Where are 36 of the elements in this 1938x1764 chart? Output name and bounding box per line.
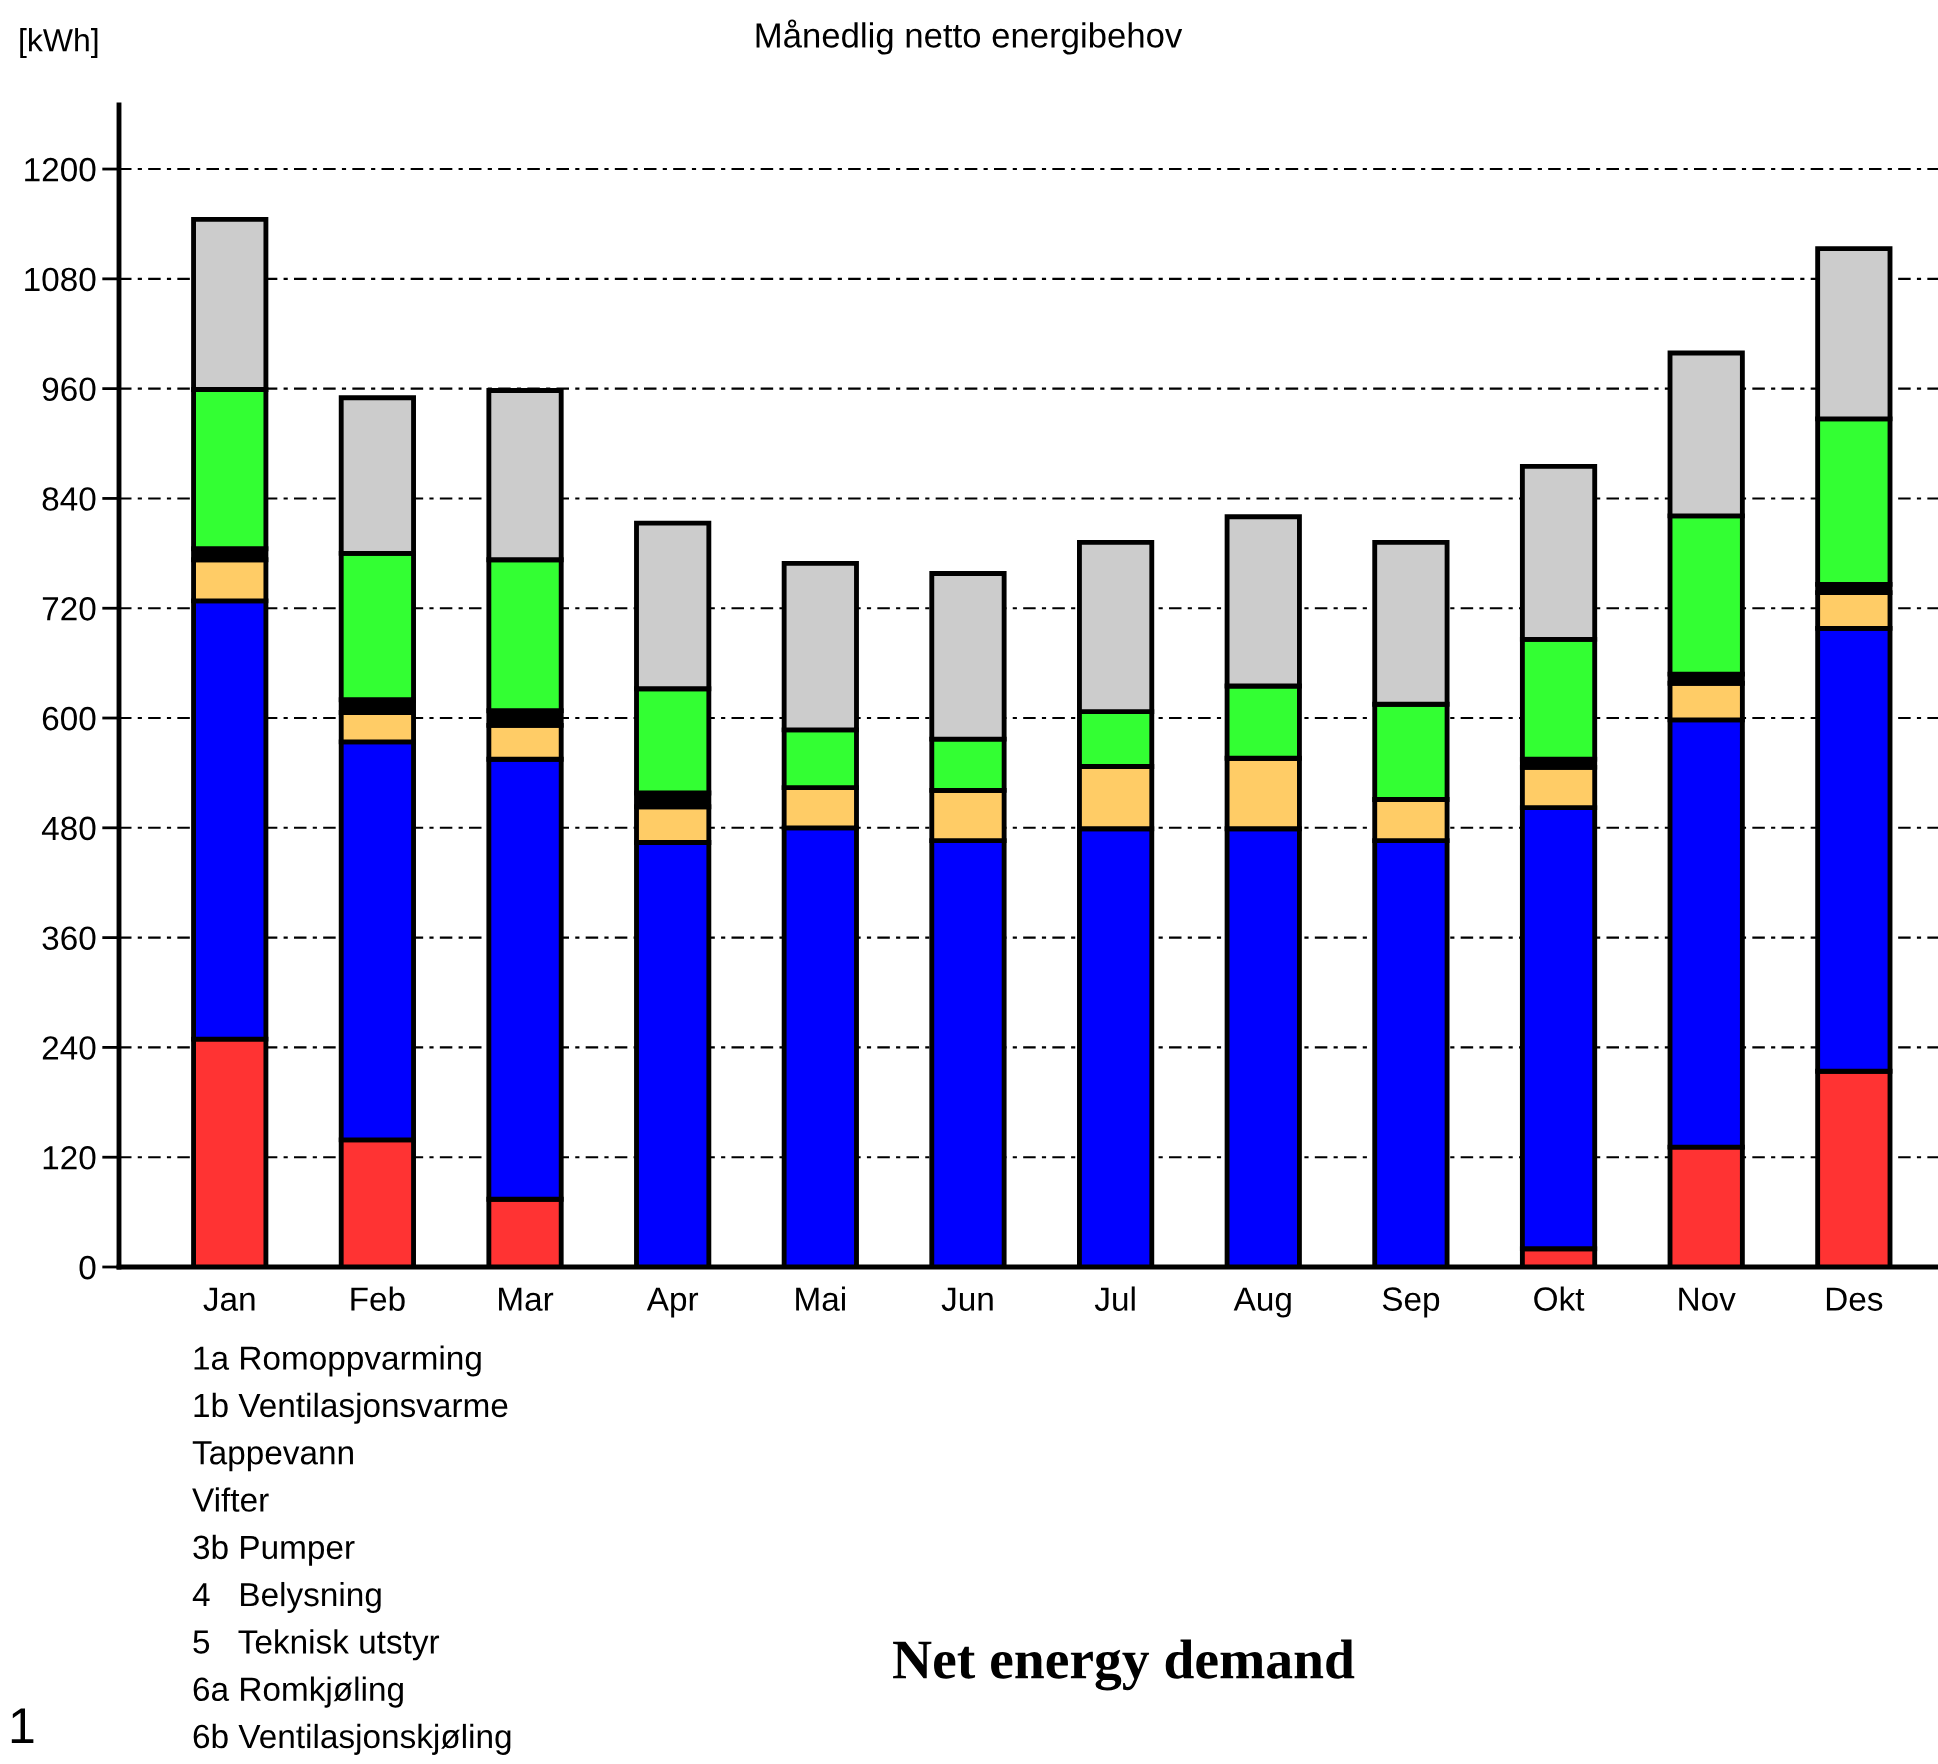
x-tick-label: Jul	[1094, 1286, 1135, 1311]
x-tick-label: Feb	[351, 1286, 405, 1311]
text: 5 Teknisk utstyr	[193, 1629, 440, 1661]
text: 6a Romkjøling	[193, 1676, 403, 1708]
y-tick-label: 960	[42, 377, 96, 402]
y-tick-label: 1200	[25, 157, 96, 182]
y-tick-label: 360	[42, 926, 96, 951]
text: 3b Pumper	[193, 1534, 355, 1566]
x-tick-label: Aug	[1233, 1287, 1291, 1318]
text: 4 Belysning	[192, 1581, 381, 1614]
x-tick-label: Apr	[646, 1287, 699, 1318]
text: 1b Ventilasjonsvarme	[194, 1392, 508, 1424]
chart-title: Månedlig netto energibehov	[756, 19, 1183, 55]
text: Net energy demand	[893, 1639, 1355, 1691]
text: 1	[11, 1708, 34, 1743]
text: 1a Romoppvarming	[194, 1345, 481, 1377]
text: Vifter	[192, 1487, 269, 1512]
x-tick-label: Des	[1826, 1287, 1883, 1311]
y-tick-label: 840	[42, 487, 96, 511]
y-tick-label: 120	[43, 1146, 96, 1170]
text: Tappevann	[192, 1441, 353, 1472]
x-tick-label: Mai	[796, 1286, 845, 1311]
y-tick-label: 720	[42, 597, 96, 621]
x-tick-label: Nov	[1679, 1287, 1736, 1311]
y-tick-label: 480	[41, 816, 96, 841]
x-tick-label: Sep	[1382, 1287, 1440, 1318]
text: 6b Ventilasjonskjøling	[193, 1723, 511, 1755]
x-tick-label: Jun	[941, 1287, 993, 1311]
y-tick-label: 600	[42, 706, 96, 731]
y-tick-label: 240	[42, 1036, 96, 1060]
x-tick-label: Mar	[499, 1287, 554, 1311]
x-tick-label: Jan	[203, 1287, 255, 1311]
y-tick-label: 0	[79, 1255, 96, 1280]
x-tick-label: Okt	[1534, 1286, 1585, 1311]
y-tick-label: 1080	[25, 267, 96, 292]
y-axis-title: [kWh]	[20, 28, 98, 58]
